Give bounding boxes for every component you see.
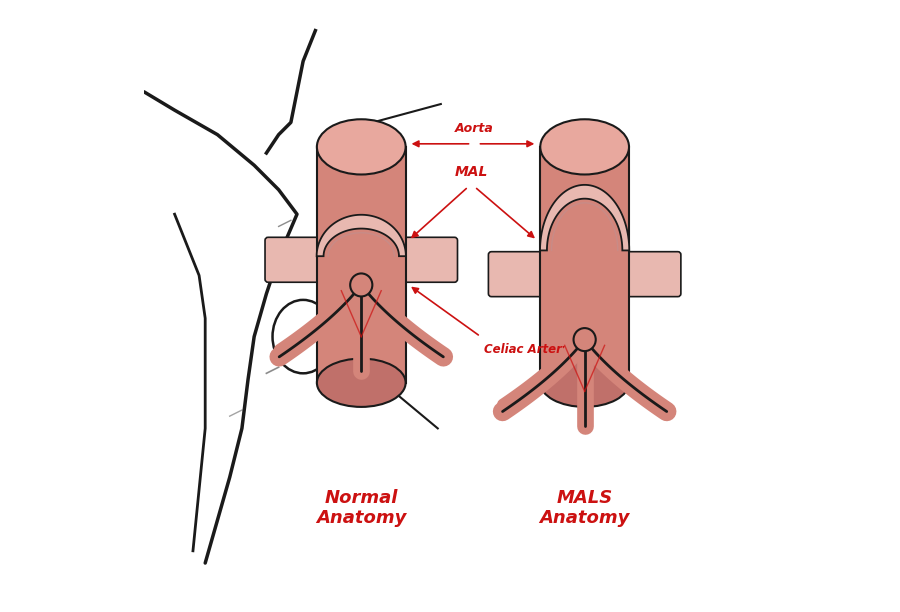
Text: Aorta: Aorta: [455, 122, 494, 135]
Polygon shape: [317, 215, 406, 256]
Text: MAL: MAL: [454, 165, 488, 179]
Text: Celiac Artery: Celiac Artery: [483, 343, 569, 356]
FancyBboxPatch shape: [624, 252, 681, 297]
FancyBboxPatch shape: [540, 147, 629, 382]
Ellipse shape: [540, 359, 629, 407]
FancyBboxPatch shape: [317, 147, 406, 382]
Ellipse shape: [540, 119, 629, 174]
Ellipse shape: [350, 274, 373, 296]
Ellipse shape: [317, 359, 406, 407]
Polygon shape: [540, 185, 629, 250]
FancyBboxPatch shape: [489, 252, 545, 297]
Text: MALS
Anatomy: MALS Anatomy: [539, 488, 630, 528]
FancyBboxPatch shape: [400, 237, 457, 282]
Text: Normal
Anatomy: Normal Anatomy: [316, 488, 407, 528]
Ellipse shape: [573, 328, 596, 351]
FancyBboxPatch shape: [265, 237, 322, 282]
Ellipse shape: [317, 119, 406, 174]
